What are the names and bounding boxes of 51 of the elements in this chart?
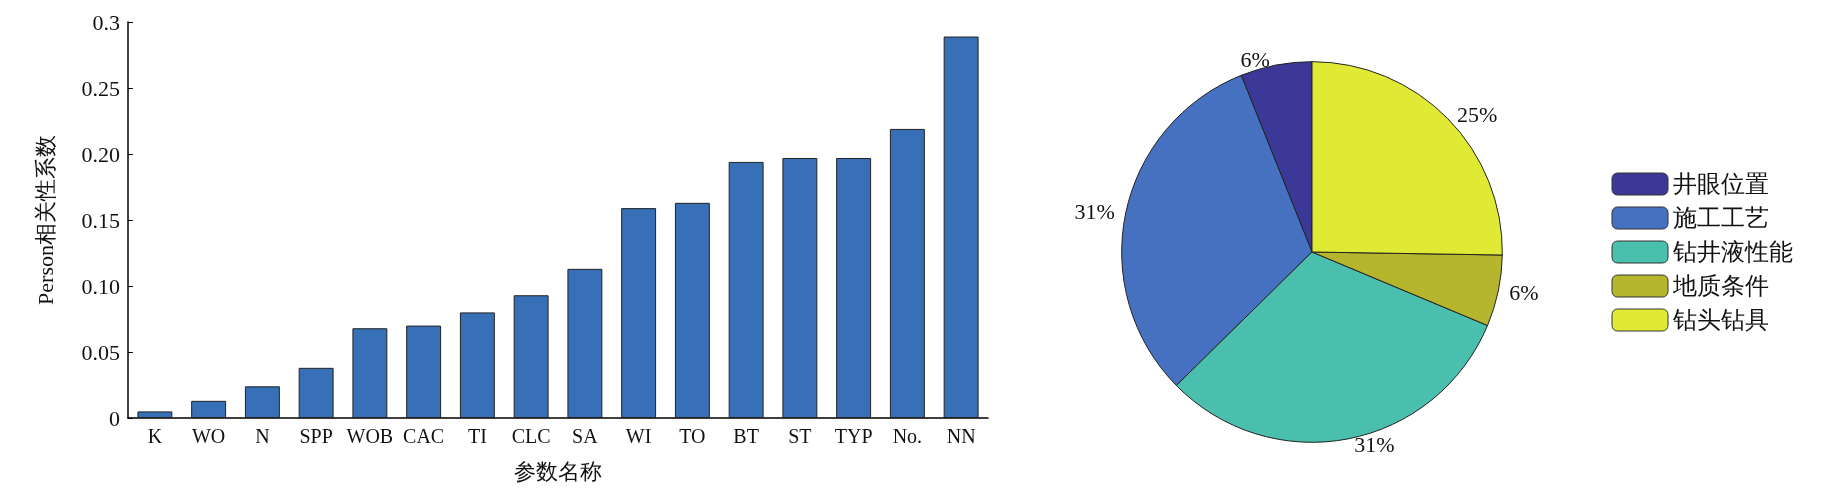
bar [406, 325, 442, 418]
x-tick-label: TO [679, 425, 706, 447]
data-label: 6% [1509, 279, 1539, 305]
x-tick-label: CLC [511, 425, 551, 447]
x-tick-label: SPP [299, 425, 333, 447]
x-tick-label: SA [572, 425, 599, 447]
y-tick-label: 0.20 [81, 141, 120, 167]
x-tick-label: TI [467, 425, 487, 447]
bar [513, 295, 549, 418]
bar [728, 161, 764, 418]
data-label: 25% [1456, 101, 1498, 127]
x-tick-label: BT [733, 425, 759, 447]
bar [836, 157, 872, 418]
x-tick-label: N [255, 425, 270, 447]
bar [889, 128, 925, 418]
bar [298, 367, 334, 418]
legend-label: 钻头钻具 [1672, 307, 1769, 333]
legend-label: 施工工艺 [1673, 205, 1769, 231]
bar [621, 208, 657, 418]
y-tick-label: 0.05 [81, 339, 120, 365]
bar [567, 268, 603, 418]
x-tick-label: NN [946, 425, 976, 447]
y-tick-label: 0.25 [81, 75, 120, 101]
x-tick-label: ST [788, 425, 812, 447]
x-tick-label: K [147, 425, 163, 447]
x-tick-label: WO [191, 425, 226, 447]
legend-label: 地质条件 [1672, 273, 1769, 299]
bar [191, 400, 227, 418]
data-label: 31% [1074, 199, 1115, 225]
y-tick-label: 0.10 [81, 273, 120, 299]
x-tick-label: WOB [346, 425, 394, 447]
bar [244, 386, 280, 418]
bar [674, 202, 710, 418]
bar [459, 312, 495, 418]
y-tick-label: 0.3 [92, 9, 120, 35]
data-label: 31% [1354, 432, 1395, 458]
x-tick-label: CAC [403, 425, 445, 447]
x-axis-title: 参数名称 [514, 458, 602, 484]
legend-label: 钻井液性能 [1672, 239, 1793, 265]
y-axis-title: Person相关性系数 [32, 135, 58, 305]
x-tick-label: TYP [834, 425, 873, 447]
bar [943, 36, 979, 418]
x-tick-label: WI [625, 425, 652, 447]
bar [352, 328, 388, 418]
bar [782, 157, 818, 418]
bar [137, 411, 173, 418]
y-tick-label: 0 [109, 405, 120, 431]
legend-label: 井眼位置 [1673, 171, 1769, 197]
y-tick-label: 0.15 [81, 207, 120, 233]
data-label: 6% [1240, 46, 1270, 72]
x-tick-label: No. [892, 425, 923, 447]
